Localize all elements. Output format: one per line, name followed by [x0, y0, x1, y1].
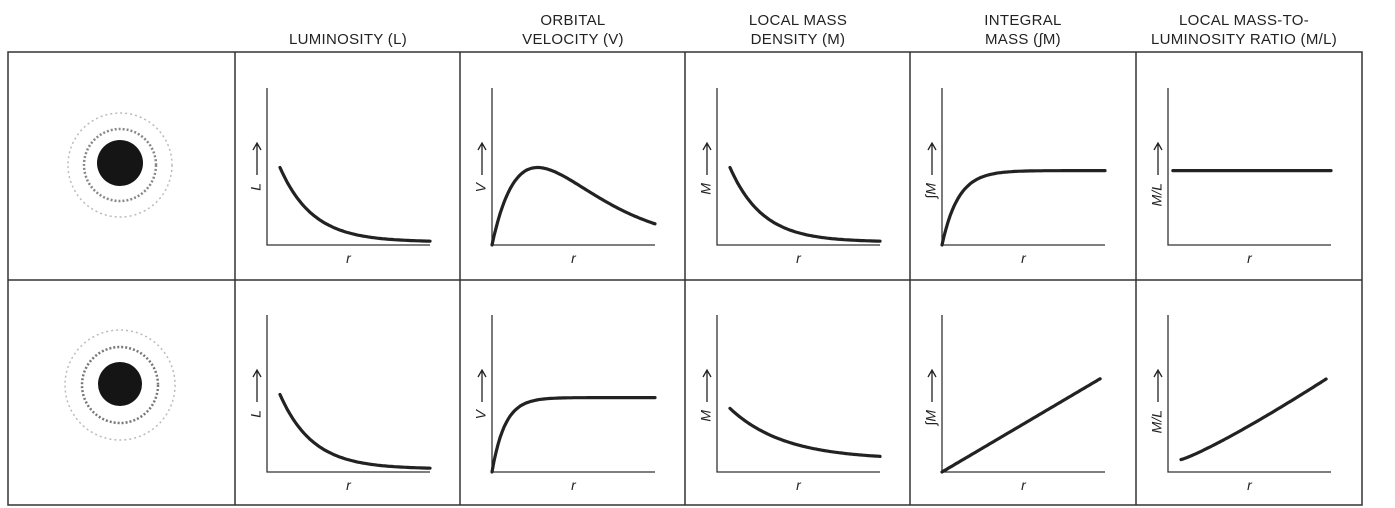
curve: [490, 165, 657, 247]
plot: Vr: [473, 315, 657, 493]
curve: [728, 406, 882, 458]
axes: [1167, 315, 1331, 473]
curve: [1179, 377, 1328, 462]
plot: Mr: [698, 88, 882, 266]
y-arrow: [1153, 141, 1163, 175]
y-axis-label: V: [473, 408, 489, 419]
y-arrow: [477, 368, 487, 402]
x-axis-label: r: [346, 477, 352, 493]
axes: [266, 88, 430, 246]
column-header: MASS (∫M): [985, 31, 1061, 48]
y-axis-label: M/L: [1149, 183, 1165, 206]
x-axis-label: r: [571, 250, 577, 266]
y-arrow: [1153, 368, 1163, 402]
x-axis-label: r: [571, 477, 577, 493]
y-axis-label: M: [698, 410, 714, 422]
x-axis-label: r: [796, 250, 802, 266]
column-header: INTEGRAL: [984, 12, 1061, 29]
x-axis-label: r: [796, 477, 802, 493]
plot: Lr: [248, 88, 432, 266]
y-axis-label: L: [248, 183, 264, 191]
axes: [266, 315, 430, 473]
y-axis-label: M: [698, 183, 714, 195]
column-header: ORBITAL: [540, 12, 605, 29]
plot: Lr: [248, 315, 432, 493]
curve: [490, 396, 657, 474]
x-axis-label: r: [1247, 477, 1253, 493]
column-header: DENSITY (M): [751, 31, 846, 48]
y-arrow: [477, 141, 487, 175]
curve: [278, 165, 432, 243]
axes: [716, 88, 880, 246]
plot: ∫M r: [923, 315, 1105, 493]
y-arrow: [252, 141, 262, 175]
axes: [1167, 88, 1331, 246]
curve: [278, 392, 432, 470]
plot: ∫M r: [923, 88, 1107, 266]
curve: [728, 165, 882, 243]
plot: Vr: [473, 88, 657, 266]
axes: [716, 315, 880, 473]
column-header: VELOCITY (V): [522, 31, 624, 48]
y-arrow: [927, 141, 937, 175]
y-arrow: [702, 368, 712, 402]
y-axis-label: V: [473, 181, 489, 192]
y-arrow: [702, 141, 712, 175]
x-axis-label: r: [1021, 477, 1027, 493]
plot: M/L r: [1149, 88, 1333, 266]
column-header: LUMINOSITY RATIO (M/L): [1151, 31, 1337, 48]
plot: M/L r: [1149, 315, 1331, 493]
y-axis-label: ∫M: [923, 183, 940, 200]
column-header: LOCAL MASS: [749, 12, 847, 29]
galaxy-top: [67, 112, 173, 218]
x-axis-label: r: [346, 250, 352, 266]
y-arrow: [927, 368, 937, 402]
galaxy-bottom: [64, 329, 176, 441]
y-axis-label: M/L: [1149, 410, 1165, 433]
grid-frame: [7, 51, 1363, 506]
x-axis-label: r: [1021, 250, 1027, 266]
plot: Mr: [698, 315, 882, 493]
column-header: LUMINOSITY (L): [289, 31, 407, 48]
y-axis-label: ∫M: [923, 410, 940, 427]
curve: [940, 169, 1107, 247]
y-axis-label: L: [248, 410, 264, 418]
curve: [940, 377, 1102, 474]
x-axis-label: r: [1247, 250, 1253, 266]
column-header: LOCAL MASS-TO-: [1179, 12, 1309, 29]
y-arrow: [252, 368, 262, 402]
